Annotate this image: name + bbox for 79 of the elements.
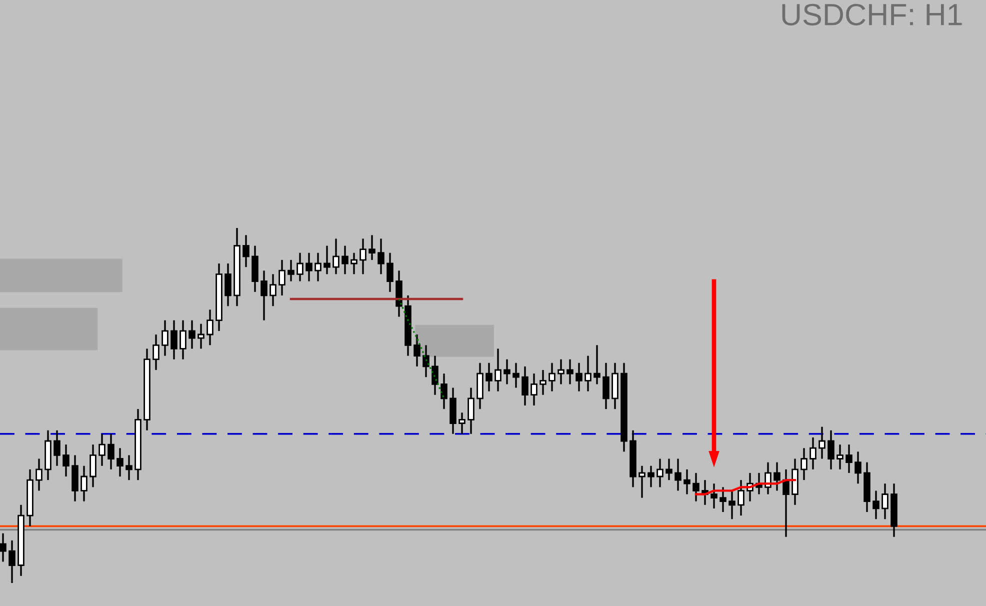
candlestick	[494, 348, 502, 392]
candlestick	[540, 369, 546, 396]
candlestick	[674, 458, 682, 492]
candlestick	[62, 444, 70, 478]
candlestick	[738, 479, 744, 516]
candlestick	[170, 319, 178, 360]
candlestick	[108, 433, 114, 470]
candlestick	[368, 234, 376, 261]
candlestick	[206, 308, 214, 346]
candlestick	[468, 386, 474, 435]
candlestick	[566, 358, 574, 386]
candlestick	[386, 252, 394, 293]
candlestick	[116, 447, 124, 478]
candlestick	[594, 344, 600, 386]
candlestick	[828, 430, 834, 470]
candlestick	[522, 366, 528, 406]
candlestick	[602, 362, 610, 410]
candlestick	[800, 447, 808, 481]
candlestick	[440, 372, 448, 410]
candlestick	[296, 252, 304, 282]
candlestick	[728, 490, 736, 520]
candlestick	[90, 444, 96, 488]
candlestick	[260, 270, 268, 322]
candlestick	[0, 532, 6, 563]
candlestick	[666, 458, 672, 481]
candlestick	[720, 486, 726, 513]
candlestick	[810, 436, 816, 470]
candlestick	[854, 450, 862, 484]
candlestick	[648, 465, 654, 488]
candlestick	[872, 490, 880, 520]
candlestick	[162, 319, 168, 357]
candlestick	[98, 433, 106, 467]
candlestick	[36, 458, 42, 492]
candlestick	[332, 238, 340, 275]
candlestick	[188, 319, 196, 350]
candlestick	[422, 344, 430, 378]
candlestick	[306, 252, 312, 282]
candlestick	[710, 482, 718, 510]
candlestick	[458, 412, 466, 435]
candlestick	[350, 252, 358, 275]
candlestick	[198, 323, 204, 350]
candlestick	[764, 461, 772, 496]
candlestick	[836, 444, 844, 470]
candlestick	[530, 372, 538, 406]
candlestick	[180, 319, 186, 360]
candlestick	[656, 458, 664, 488]
candlestick	[432, 354, 438, 396]
candlestick	[288, 259, 294, 282]
candlestick	[512, 362, 520, 389]
candlestick	[224, 262, 232, 307]
candlestick	[242, 234, 250, 268]
candlestick	[270, 273, 276, 307]
candlestick	[558, 358, 564, 386]
candlestick	[54, 430, 60, 467]
candlestick	[486, 362, 492, 392]
candlestick	[504, 358, 510, 386]
candlestick	[782, 468, 790, 538]
candlestick	[692, 472, 700, 502]
candlestick	[684, 468, 690, 496]
candlestick	[152, 334, 160, 371]
candlestick	[414, 334, 420, 368]
candlestick	[378, 238, 384, 275]
candlestick	[278, 259, 286, 296]
candlestick	[126, 454, 132, 481]
candlestick	[8, 540, 16, 584]
candlestick	[548, 362, 556, 392]
candlestick	[846, 444, 852, 474]
candlestick	[360, 238, 366, 275]
candlestick	[324, 244, 330, 275]
candlestick	[576, 362, 582, 392]
candlestick	[638, 465, 646, 499]
candlestick	[342, 244, 348, 275]
candlestick	[314, 252, 322, 282]
candlestick	[584, 354, 592, 392]
candlestick	[80, 465, 88, 502]
candlestick	[818, 426, 826, 460]
chart-title: USDCHF: H1	[782, 4, 962, 26]
candlestick	[774, 461, 780, 492]
candlestick	[882, 482, 888, 520]
